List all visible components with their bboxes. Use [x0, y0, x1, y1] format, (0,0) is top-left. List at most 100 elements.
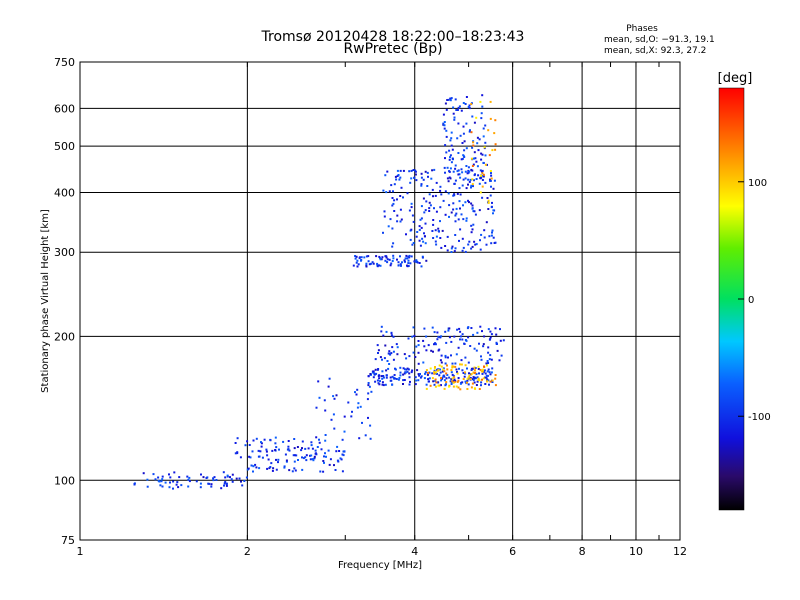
- data-point: [173, 471, 176, 474]
- data-point: [467, 361, 470, 364]
- data-point: [433, 207, 435, 210]
- data-point: [360, 256, 363, 259]
- data-point: [443, 379, 446, 382]
- data-point: [443, 124, 446, 127]
- data-point: [425, 259, 428, 262]
- data-point: [382, 384, 385, 387]
- data-point: [384, 174, 387, 177]
- data-point: [439, 206, 442, 209]
- data-point: [243, 480, 246, 482]
- data-point: [255, 437, 258, 440]
- data-point: [491, 201, 493, 204]
- data-point: [376, 379, 379, 382]
- data-point: [283, 465, 286, 468]
- data-point: [398, 178, 401, 181]
- data-point: [417, 344, 420, 347]
- data-point: [408, 170, 411, 173]
- data-point: [486, 163, 488, 166]
- data-point: [381, 381, 384, 384]
- data-point: [399, 195, 402, 197]
- data-point: [482, 127, 485, 130]
- data-point: [382, 376, 385, 379]
- data-point: [379, 380, 381, 383]
- data-point: [255, 466, 258, 469]
- data-point: [444, 144, 447, 147]
- data-point: [399, 220, 402, 223]
- data-point: [472, 144, 475, 147]
- data-point: [230, 478, 233, 481]
- data-point: [454, 167, 457, 170]
- data-point: [414, 170, 417, 173]
- data-point: [434, 194, 437, 197]
- data-point: [487, 362, 490, 364]
- data-point: [393, 374, 396, 376]
- data-point: [465, 96, 468, 98]
- data-point: [444, 157, 446, 160]
- data-point: [419, 244, 422, 247]
- data-point: [448, 170, 451, 173]
- data-point: [261, 456, 264, 459]
- data-point: [272, 467, 275, 470]
- data-point: [475, 243, 478, 246]
- data-point: [445, 151, 448, 154]
- data-point: [476, 136, 479, 139]
- data-point: [168, 473, 170, 476]
- data-point: [462, 102, 465, 104]
- data-point: [451, 380, 454, 383]
- data-point: [489, 170, 492, 172]
- data-point: [448, 158, 451, 161]
- data-point: [481, 378, 483, 381]
- data-point: [225, 483, 228, 485]
- data-point: [415, 379, 418, 382]
- data-point: [448, 385, 450, 388]
- data-point: [468, 130, 471, 133]
- data-point: [379, 356, 382, 359]
- data-point: [473, 381, 476, 384]
- data-point: [415, 179, 418, 182]
- data-point: [384, 259, 387, 262]
- data-point: [440, 377, 442, 380]
- data-point: [415, 345, 418, 348]
- data-point: [442, 113, 445, 116]
- data-point: [302, 457, 305, 460]
- data-point: [293, 460, 296, 463]
- data-point: [490, 333, 493, 336]
- colorbar: [deg] 100 0 -100: [718, 71, 771, 511]
- data-point: [492, 209, 495, 212]
- data-point: [235, 477, 238, 480]
- y-tick-label: 500: [54, 140, 75, 153]
- data-point: [258, 455, 261, 458]
- data-point: [425, 335, 428, 338]
- data-point: [452, 365, 455, 368]
- data-point: [443, 166, 446, 169]
- data-point: [473, 387, 476, 390]
- data-point: [468, 107, 471, 110]
- data-point: [420, 172, 423, 175]
- data-point: [392, 335, 395, 338]
- data-point: [475, 116, 478, 119]
- data-point: [367, 255, 370, 258]
- data-point: [450, 340, 453, 343]
- data-point: [489, 178, 491, 181]
- data-point: [448, 336, 451, 339]
- data-point: [293, 438, 296, 440]
- data-point: [477, 368, 480, 370]
- data-point: [493, 179, 496, 182]
- data-point: [487, 328, 490, 331]
- data-point: [490, 185, 492, 188]
- data-point: [411, 369, 414, 372]
- data-point: [445, 381, 448, 384]
- data-point: [388, 258, 391, 261]
- data-point: [258, 467, 261, 470]
- data-point: [483, 335, 486, 338]
- data-point: [461, 381, 464, 384]
- data-point: [430, 349, 433, 352]
- data-point: [471, 183, 474, 186]
- data-point: [399, 263, 402, 266]
- data-point: [451, 373, 454, 376]
- data-point: [437, 349, 440, 352]
- data-point: [499, 328, 501, 331]
- data-point: [408, 209, 411, 212]
- data-point: [424, 222, 427, 225]
